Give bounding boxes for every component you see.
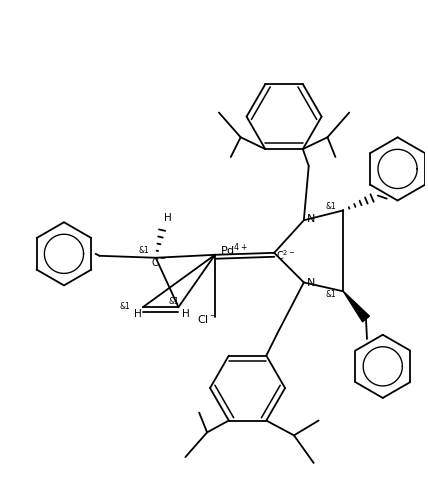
Text: &1: &1 xyxy=(168,297,179,306)
Polygon shape xyxy=(343,291,369,322)
Text: &1: &1 xyxy=(120,302,131,311)
Text: H: H xyxy=(164,213,172,223)
Text: Cl$^-$: Cl$^-$ xyxy=(197,313,217,325)
Text: &1: &1 xyxy=(139,246,149,255)
Text: &1: &1 xyxy=(326,290,336,299)
Text: H: H xyxy=(182,309,190,319)
Text: N: N xyxy=(307,278,315,288)
Text: C$^-$: C$^-$ xyxy=(151,256,166,268)
Text: H: H xyxy=(134,309,142,319)
Text: Pd$^{4+}$: Pd$^{4+}$ xyxy=(220,241,248,258)
Text: &1: &1 xyxy=(326,203,336,212)
Text: N: N xyxy=(307,214,315,224)
Text: C$^{2-}$: C$^{2-}$ xyxy=(276,248,296,262)
